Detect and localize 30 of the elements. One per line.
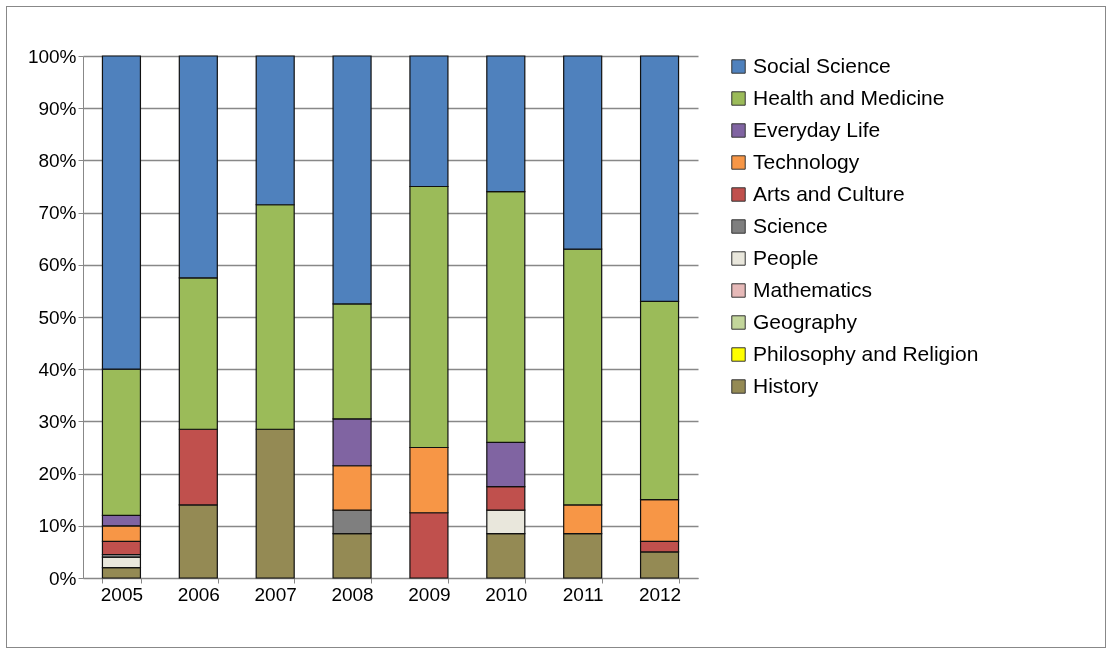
x-tick-label: 2011 [562,583,604,605]
legend-label: Technology [753,149,860,173]
legend-label: Science [753,213,828,237]
legend-label: Everyday Life [753,117,881,141]
x-tick-label: 2008 [331,583,374,605]
legend-label: Geography [753,309,858,333]
y-tick-label: 90% [38,97,77,119]
x-tick-label: 2012 [638,583,682,605]
x-tick-label: 2007 [254,583,297,605]
legend-label: Philosophy and Religion [753,341,979,365]
x-tick-label: 2009 [408,583,451,605]
legend-label: History [753,373,819,397]
y-tick-label: 20% [38,463,77,485]
y-tick-label: 70% [38,202,77,224]
legend-label: Mathematics [753,277,873,301]
x-tick-label: 2006 [177,583,220,605]
y-tick-label: 80% [38,149,77,171]
x-tick-label: 2005 [100,583,144,605]
legend-label: Arts and Culture [753,181,905,205]
y-tick-label: 60% [38,254,77,276]
y-tick-label: 40% [38,358,77,380]
y-tick-label: 10% [38,515,77,537]
y-tick-label: 50% [38,306,77,328]
y-tick-label: 30% [38,410,77,432]
y-tick-label: 0% [49,567,77,589]
legend-label: Health and Medicine [753,85,945,109]
x-tick-label: 2010 [485,583,528,605]
legend-label: Social Science [753,53,891,77]
y-tick-label: 100% [27,45,77,67]
legend-label: People [753,245,819,269]
